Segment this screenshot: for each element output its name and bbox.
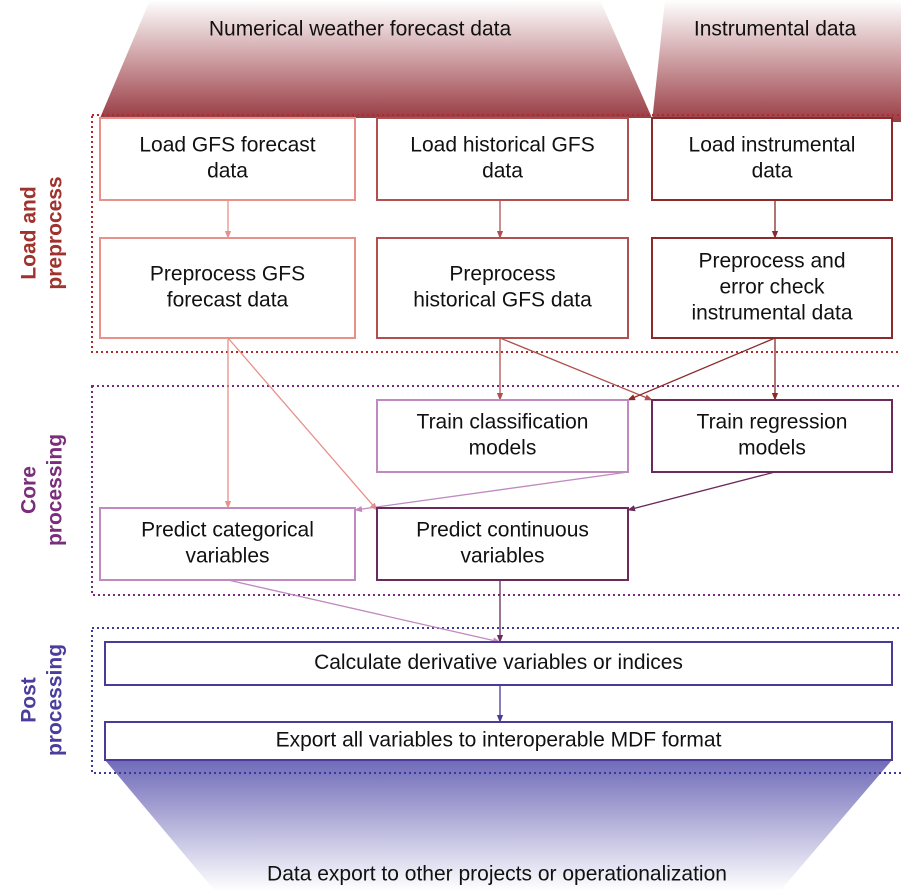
process-box	[104, 641, 893, 686]
process-box	[376, 399, 629, 473]
box-label: historical GFS data	[413, 289, 592, 312]
section-label: preprocess	[44, 176, 67, 289]
box-label: Predict continuous	[416, 519, 589, 542]
section-label: processing	[44, 434, 67, 546]
process-box	[651, 399, 893, 473]
source-label: Numerical weather forecast data	[209, 18, 512, 41]
process-box	[99, 117, 356, 201]
box-label: forecast data	[167, 289, 289, 312]
process-box	[651, 117, 893, 201]
box-label: Export all variables to interoperable MD…	[276, 729, 722, 752]
sink-label: Data export to other projects or operati…	[267, 863, 727, 886]
box-label: error check	[719, 276, 825, 299]
box-label: Preprocess	[449, 263, 555, 286]
box-label: Predict categorical	[141, 519, 314, 542]
box-label: Train classification	[417, 411, 589, 434]
box-label: variables	[460, 545, 544, 568]
box-label: Load GFS forecast	[139, 134, 315, 157]
box-label: Preprocess GFS	[150, 263, 305, 286]
box-label: variables	[185, 545, 269, 568]
process-box	[376, 117, 629, 201]
section-frame	[91, 627, 901, 774]
source-shape	[100, 0, 652, 118]
source-shape	[652, 0, 901, 122]
source-label: Instrumental data	[694, 18, 857, 41]
sink-shape	[105, 760, 892, 891]
box-label: Calculate derivative variables or indice…	[314, 651, 683, 674]
box-label: data	[482, 160, 523, 183]
process-box	[651, 237, 893, 339]
section-label: processing	[44, 644, 67, 756]
section-label: Post	[18, 677, 41, 723]
process-box	[376, 507, 629, 581]
box-label: data	[752, 160, 793, 183]
box-label: Load historical GFS	[410, 134, 594, 157]
section-frame	[91, 385, 901, 596]
box-label: models	[738, 437, 806, 460]
box-label: Preprocess and	[698, 250, 845, 273]
process-box	[376, 237, 629, 339]
section-label: Core	[18, 466, 41, 514]
section-frame	[91, 114, 901, 353]
box-label: models	[469, 437, 537, 460]
box-label: Load instrumental	[689, 134, 856, 157]
process-box	[104, 721, 893, 761]
section-label: Load and	[18, 186, 41, 279]
box-label: data	[207, 160, 248, 183]
process-box	[99, 507, 356, 581]
process-box	[99, 237, 356, 339]
box-label: instrumental data	[691, 302, 852, 325]
box-label: Train regression	[697, 411, 848, 434]
